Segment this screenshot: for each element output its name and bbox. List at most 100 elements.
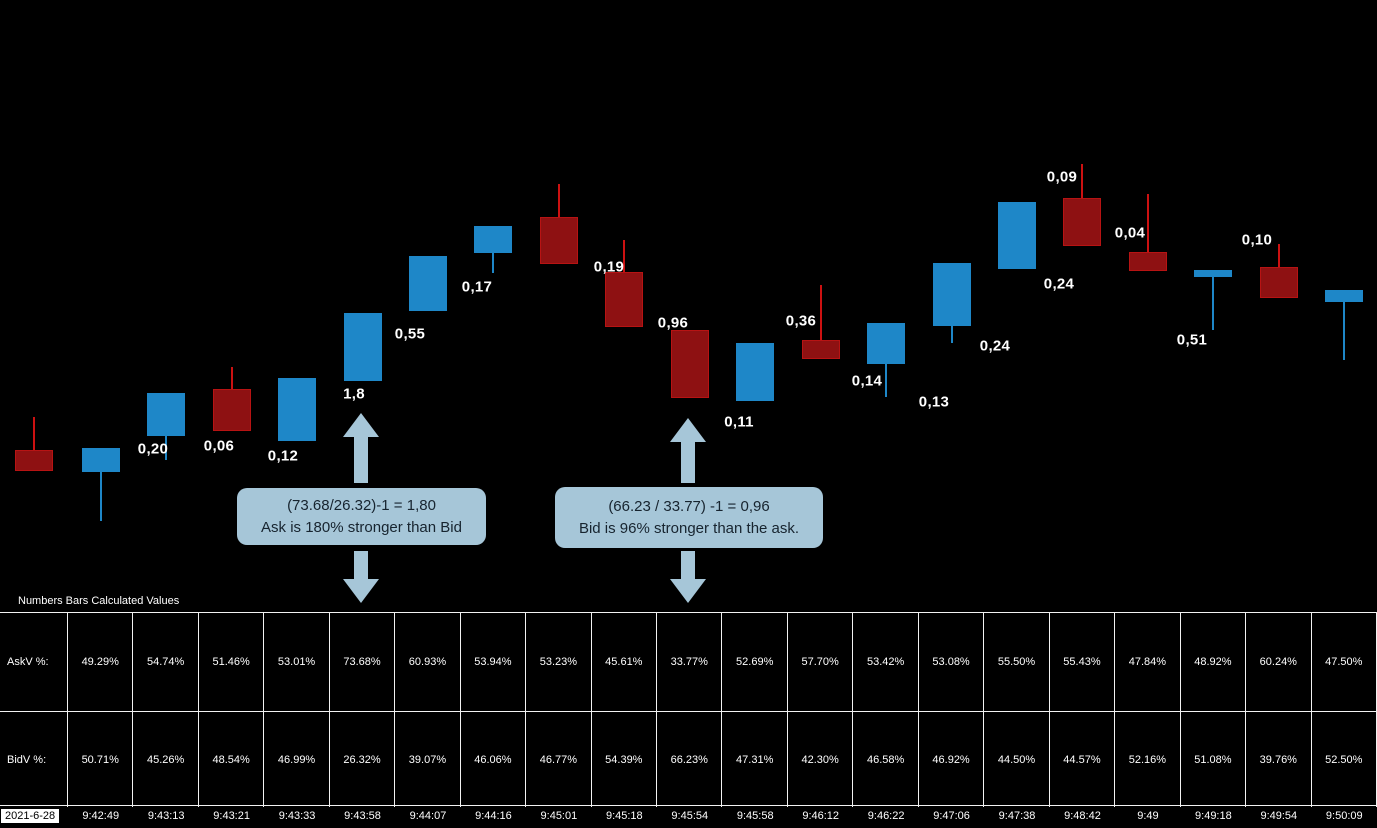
table-cell: 54.39%	[592, 712, 658, 807]
table-cell: 66.23%	[657, 712, 723, 807]
candle-down	[213, 389, 251, 431]
table-cell: 46.77%	[526, 712, 592, 807]
table-cell: 55.50%	[984, 613, 1050, 712]
table-cell: 49.29%	[68, 613, 134, 712]
table-cell: 26.32%	[330, 712, 396, 807]
delta-label: 0,96	[657, 314, 689, 332]
delta-label: 0,04	[1114, 224, 1146, 242]
table-cell: 52.50%	[1312, 712, 1377, 807]
candle-wick	[1343, 290, 1345, 360]
candle-up	[278, 378, 316, 441]
time-label: 9:45:58	[736, 810, 774, 822]
delta-label: 0,13	[918, 393, 950, 411]
candle-down	[1063, 198, 1101, 246]
time-label: 9:43:33	[278, 810, 316, 822]
delta-label: 0,55	[394, 325, 426, 343]
candle-wick	[1212, 270, 1214, 330]
candle-wick	[100, 448, 102, 521]
table-cell: 42.30%	[788, 712, 854, 807]
candle-up	[998, 202, 1036, 269]
time-label: 9:45:01	[540, 810, 578, 822]
time-label: 9:43:21	[213, 810, 250, 822]
table-cell: 53.08%	[918, 613, 985, 712]
time-label: 9:43:58	[344, 810, 381, 822]
table-title: Numbers Bars Calculated Values	[18, 595, 180, 607]
arrow-down-icon	[343, 551, 379, 603]
delta-label: 0,10	[1241, 231, 1273, 249]
table-cell: 45.26%	[133, 712, 199, 807]
delta-label: 0,36	[785, 312, 817, 330]
delta-label: 0,20	[137, 440, 169, 458]
candle-down	[671, 330, 709, 398]
callout-text: Ask is 180% stronger than Bid	[261, 518, 462, 536]
table-cell: 60.24%	[1246, 613, 1312, 712]
table-cell: 44.57%	[1050, 712, 1116, 807]
time-label: 9:49:18	[1195, 810, 1232, 822]
table-cell: 53.94%	[460, 613, 527, 712]
candle-wick	[1147, 194, 1149, 271]
candle-wick	[33, 417, 35, 471]
candle-up	[344, 313, 382, 381]
table-cell: 48.92%	[1180, 613, 1247, 712]
table-cell: 53.23%	[526, 613, 592, 712]
annotation-callout-bid: (66.23 / 33.77) -1 = 0,96 Bid is 96% str…	[555, 487, 823, 548]
candle-up	[82, 448, 120, 472]
table-cell: 46.92%	[919, 712, 985, 807]
time-label: 9:49	[1137, 810, 1159, 822]
time-label: 9:45:18	[605, 810, 643, 822]
candle-up	[1325, 290, 1363, 302]
table-cell: 50.71%	[68, 712, 134, 807]
arrow-up-icon	[670, 418, 706, 483]
table-cell: 51.08%	[1181, 712, 1247, 807]
time-label: 9:49:54	[1260, 810, 1298, 822]
annotation-callout-ask: (73.68/26.32)-1 = 1,80 Ask is 180% stron…	[237, 488, 486, 545]
time-label: 9:42:49	[82, 810, 120, 822]
delta-label: 0,17	[461, 278, 493, 296]
table-cell: 53.42%	[853, 613, 919, 712]
time-label: 9:44:07	[409, 810, 447, 822]
candle-down	[1129, 252, 1167, 271]
candlestick-chart-pane[interactable]: (73.68/26.32)-1 = 1,80 Ask is 180% stron…	[0, 0, 1377, 612]
table-cell: 60.93%	[395, 613, 461, 712]
table-cell: 46.99%	[264, 712, 330, 807]
candle-down	[15, 450, 53, 471]
time-label: 9:46:22	[867, 810, 905, 822]
candle-wick	[820, 285, 822, 359]
table-cell: 44.50%	[984, 712, 1050, 807]
table-cell: 54.74%	[133, 613, 199, 712]
delta-label: 0,12	[267, 447, 299, 465]
time-label: 9:47:06	[933, 810, 970, 822]
candle-down	[605, 272, 643, 327]
table-cell: 45.61%	[591, 613, 658, 712]
delta-label: 0,14	[851, 372, 883, 390]
table-cell: 39.76%	[1246, 712, 1312, 807]
numbers-bars-table: AskV %: 49.29% 54.74% 51.46% 53.01% 73.68% 60.…	[0, 612, 1377, 807]
table-cell: 55.43%	[1049, 613, 1116, 712]
time-label: 9:46:12	[802, 810, 840, 822]
delta-label: 0,51	[1176, 331, 1208, 349]
delta-label: 0,19	[593, 258, 625, 276]
candle-down	[802, 340, 840, 359]
candle-up	[867, 323, 905, 364]
table-cell: 47.31%	[722, 712, 788, 807]
candle-up	[736, 343, 774, 401]
candle-down	[1260, 267, 1298, 298]
time-axis: 2021-6-28 9:42:49 9:43:13 9:43:21 9:43:33 9:4…	[0, 806, 1377, 828]
candle-down	[540, 217, 578, 264]
time-label: 9:45:54	[671, 810, 709, 822]
callout-formula: (66.23 / 33.77) -1 = 0,96	[608, 497, 770, 515]
table-cell: 57.70%	[787, 613, 854, 712]
delta-label: 0,24	[1043, 275, 1075, 293]
candle-up	[474, 226, 512, 253]
date-label: 2021-6-28	[1, 809, 60, 823]
table-cell: 48.54%	[199, 712, 265, 807]
table-cell: 46.06%	[461, 712, 527, 807]
callout-text: Bid is 96% stronger than the ask.	[578, 519, 800, 537]
table-cell: 46.58%	[853, 712, 919, 807]
candle-up	[1194, 270, 1232, 277]
table-cell: 52.16%	[1115, 712, 1181, 807]
table-cell: 47.84%	[1115, 613, 1181, 712]
candle-up	[409, 256, 447, 311]
time-label: 9:47:38	[998, 810, 1036, 822]
